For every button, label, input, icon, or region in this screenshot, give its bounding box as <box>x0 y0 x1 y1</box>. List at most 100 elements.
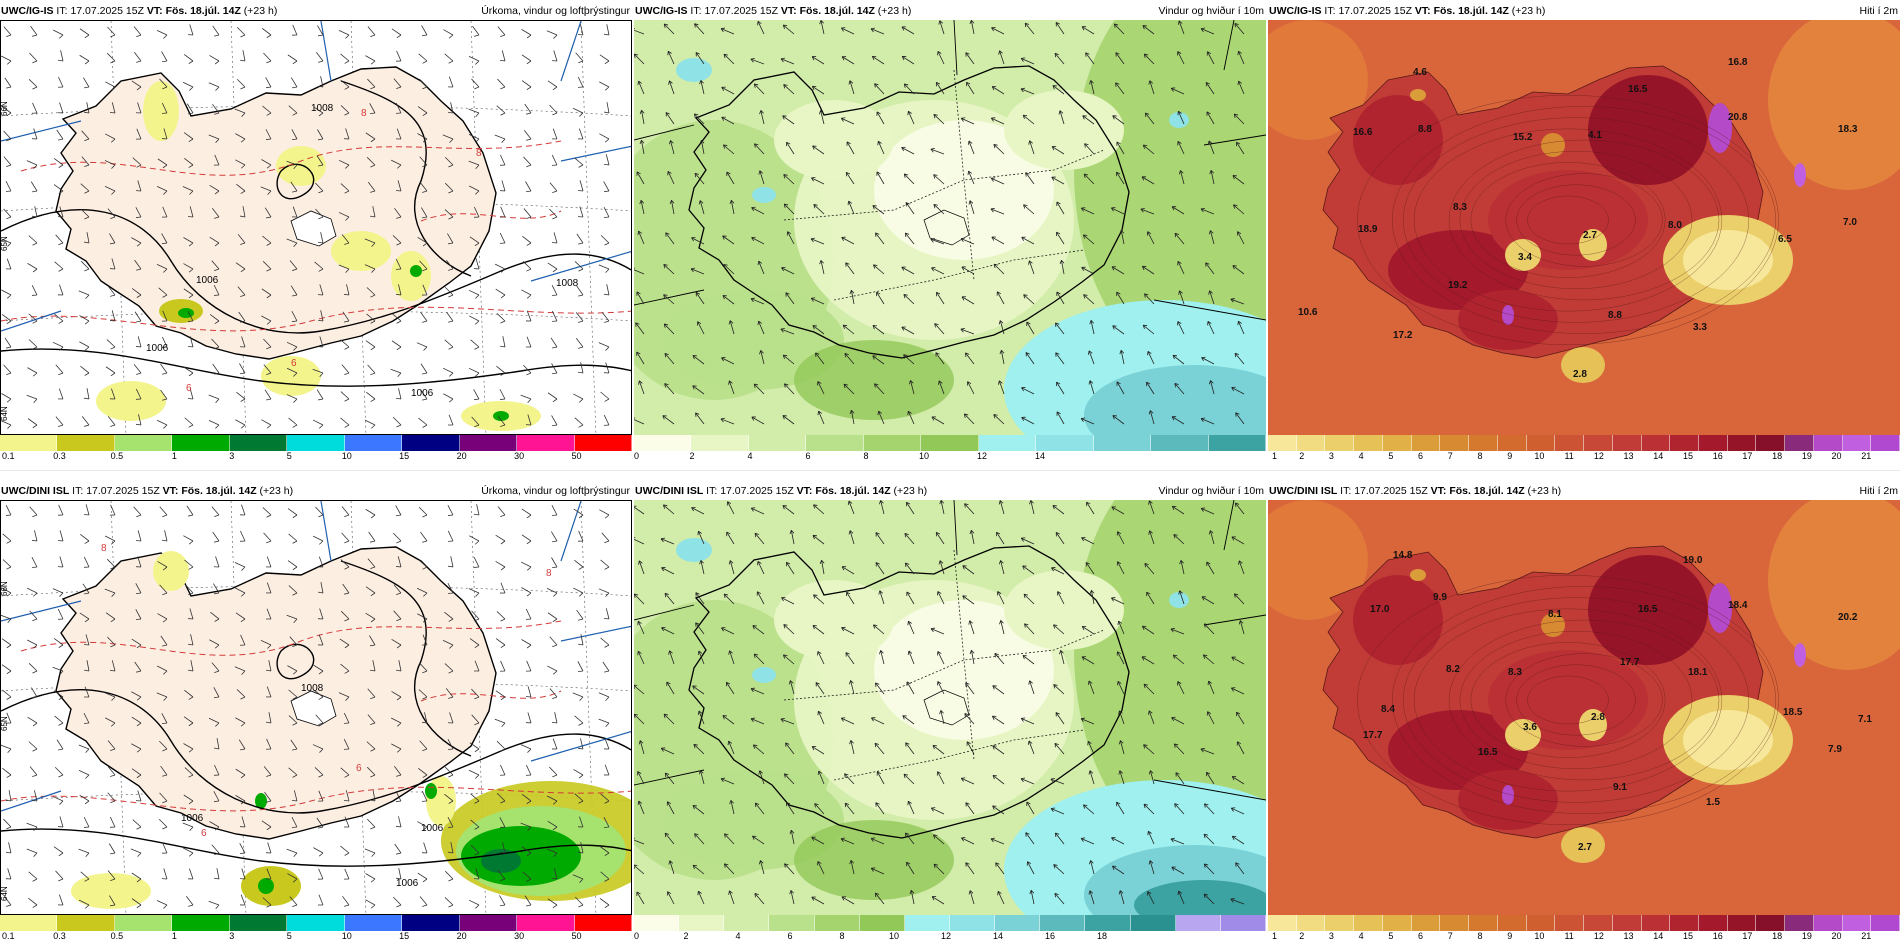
valid-time-value: Fös. 18.júl. 14Z <box>1449 485 1525 497</box>
map-view[interactable] <box>634 20 1266 435</box>
legend-tick-label: 17 <box>1742 451 1753 461</box>
legend-tick-label: 4 <box>1358 931 1364 941</box>
legend-tick-label: 14 <box>1653 931 1664 941</box>
legend-swatch <box>949 915 996 931</box>
legend-color-bar <box>1268 435 1900 451</box>
legend-swatch <box>1325 435 1355 451</box>
run-info: UWC/DINI ISL IT: 17.07.2025 15Z VT: Fös.… <box>635 482 927 500</box>
contour-label: 1008 <box>301 683 324 694</box>
legend-tick-label: 20 <box>1831 451 1842 461</box>
field-patch <box>1794 643 1806 667</box>
legend-swatch <box>1526 915 1556 931</box>
legend-swatch <box>459 435 518 451</box>
field-patch <box>1353 95 1443 185</box>
field-patch <box>794 340 954 420</box>
temperature-value: 4.6 <box>1413 67 1427 78</box>
legend-tick-label: 15 <box>399 931 410 941</box>
lead-time: (+23 h) <box>1511 5 1546 17</box>
contour-label: 1006 <box>396 878 419 889</box>
legend-swatch <box>57 435 115 451</box>
legend-tick-label: 20 <box>456 451 467 461</box>
map-view[interactable]: 14.8 19.0 9.9 17.0 8.1 16.5 18.4 20.2 17.7 8.2 8.3… <box>1268 500 1900 915</box>
field-patch <box>1708 103 1732 153</box>
wind-barbs <box>1 504 610 910</box>
field-patch <box>461 826 581 886</box>
legend-tick-label: 11 <box>1564 451 1574 461</box>
map-view[interactable]: 1008 1006 1006 1006 8 8 6 6 66N 65N 64N <box>0 500 632 915</box>
panel-header: UWC/DINI ISL IT: 17.07.2025 15Z VT: Fös.… <box>1268 482 1900 500</box>
field-patch <box>1541 133 1565 157</box>
legend-swatch <box>172 915 230 931</box>
legend-swatch <box>921 435 979 451</box>
field-patch <box>71 873 151 909</box>
legend-swatch <box>1268 435 1297 451</box>
legend-tick-label: 20 <box>1831 931 1842 941</box>
field-patch <box>258 878 274 894</box>
temperature-value: 1.5 <box>1706 797 1720 808</box>
legend-swatch <box>1699 435 1728 451</box>
legend-swatch <box>1175 915 1221 931</box>
field-patch <box>752 187 776 203</box>
legend-swatch <box>114 435 173 451</box>
temperature-value: 7.1 <box>1858 714 1872 725</box>
legend-tick-label: 13 <box>1623 931 1634 941</box>
init-time-value: 17.07.2025 15Z <box>86 485 160 497</box>
temperature-value: 17.0 <box>1370 604 1390 615</box>
legend-swatch <box>1670 435 1700 451</box>
panel-title: Hiti í 2m <box>1859 485 1898 497</box>
temperature-value: 18.5 <box>1783 707 1803 718</box>
field-patch <box>1388 710 1528 790</box>
temperature-value: 3.3 <box>1693 322 1707 333</box>
legend-swatch <box>1469 435 1498 451</box>
field-patch <box>774 100 894 180</box>
init-time-value: 17.07.2025 15Z <box>720 485 794 497</box>
precip-panel: UWC/IG-IS IT: 17.07.2025 15Z VT: Fös. 18… <box>0 2 632 462</box>
legend-tick-label: 18 <box>1096 931 1108 941</box>
field-patch <box>1794 163 1806 187</box>
legend-swatch <box>114 915 173 931</box>
temperature-value: 7.0 <box>1843 217 1857 228</box>
legend-tick-label: 18 <box>1772 451 1783 461</box>
field-patch <box>261 356 321 396</box>
legend-tick-label: 17 <box>1742 931 1753 941</box>
map-view[interactable] <box>634 500 1266 915</box>
legend-tick-label: 14 <box>992 931 1004 941</box>
legend-ticks: 0 2 4 6 8 10 12 14 16 18 <box>634 931 1266 942</box>
field-patch <box>1268 500 1368 620</box>
lead-time: (+23 h) <box>877 5 912 17</box>
field-patch <box>1683 710 1773 770</box>
field-patch <box>1588 555 1708 665</box>
field-patch <box>1134 880 1266 915</box>
field-patch <box>1004 570 1124 650</box>
legend-swatch <box>287 435 345 451</box>
temperature-value: 2.8 <box>1591 712 1605 723</box>
temperature-value: 8.1 <box>1548 609 1562 620</box>
legend-tick-label: 8 <box>863 451 869 461</box>
latitude-label: 64N <box>1 886 9 901</box>
panel-title: Úrkoma, vindur og loftþrýstingur <box>481 485 630 497</box>
map-view[interactable]: 1008 1006 1006 1006 1008 8 8 6 6 66N 65N 64N <box>0 20 632 435</box>
legend-swatch <box>1584 435 1613 451</box>
legend-tick-label: 12 <box>1593 931 1604 941</box>
legend-ticks: 1 2 3 4 5 6 7 8 9 10 11 12 13 14 15 16 17 18 19 20 21 <box>1268 931 1900 942</box>
legend-swatch <box>1756 915 1786 931</box>
legend-tick-label: 7 <box>1447 931 1453 941</box>
coastline <box>688 65 1130 359</box>
legend-tick-label: 5 <box>1388 451 1394 461</box>
field-patch <box>1579 229 1607 261</box>
legend-color-bar <box>0 435 632 451</box>
legend-swatch <box>1469 915 1498 931</box>
temperature-value: 2.8 <box>1573 369 1587 380</box>
legend-tick-label: 2 <box>1299 931 1305 941</box>
temperature-value: 17.7 <box>1363 730 1383 741</box>
legend-swatch <box>1354 435 1383 451</box>
field-patch <box>1505 719 1541 751</box>
field-patch <box>1074 20 1266 370</box>
valid-time-label: VT: <box>1430 485 1447 497</box>
legend-tick-label: 3 <box>1328 451 1334 461</box>
temperature-value: 8.4 <box>1381 704 1395 715</box>
map-view[interactable]: 4.6 16.6 8.8 16.5 16.8 15.2 4.1 20.8 18.3 8.3 18.9… <box>1268 20 1900 435</box>
init-time-value: 17.07.2025 15Z <box>70 5 144 17</box>
legend-swatch <box>1785 435 1814 451</box>
legend-swatch <box>517 915 575 931</box>
